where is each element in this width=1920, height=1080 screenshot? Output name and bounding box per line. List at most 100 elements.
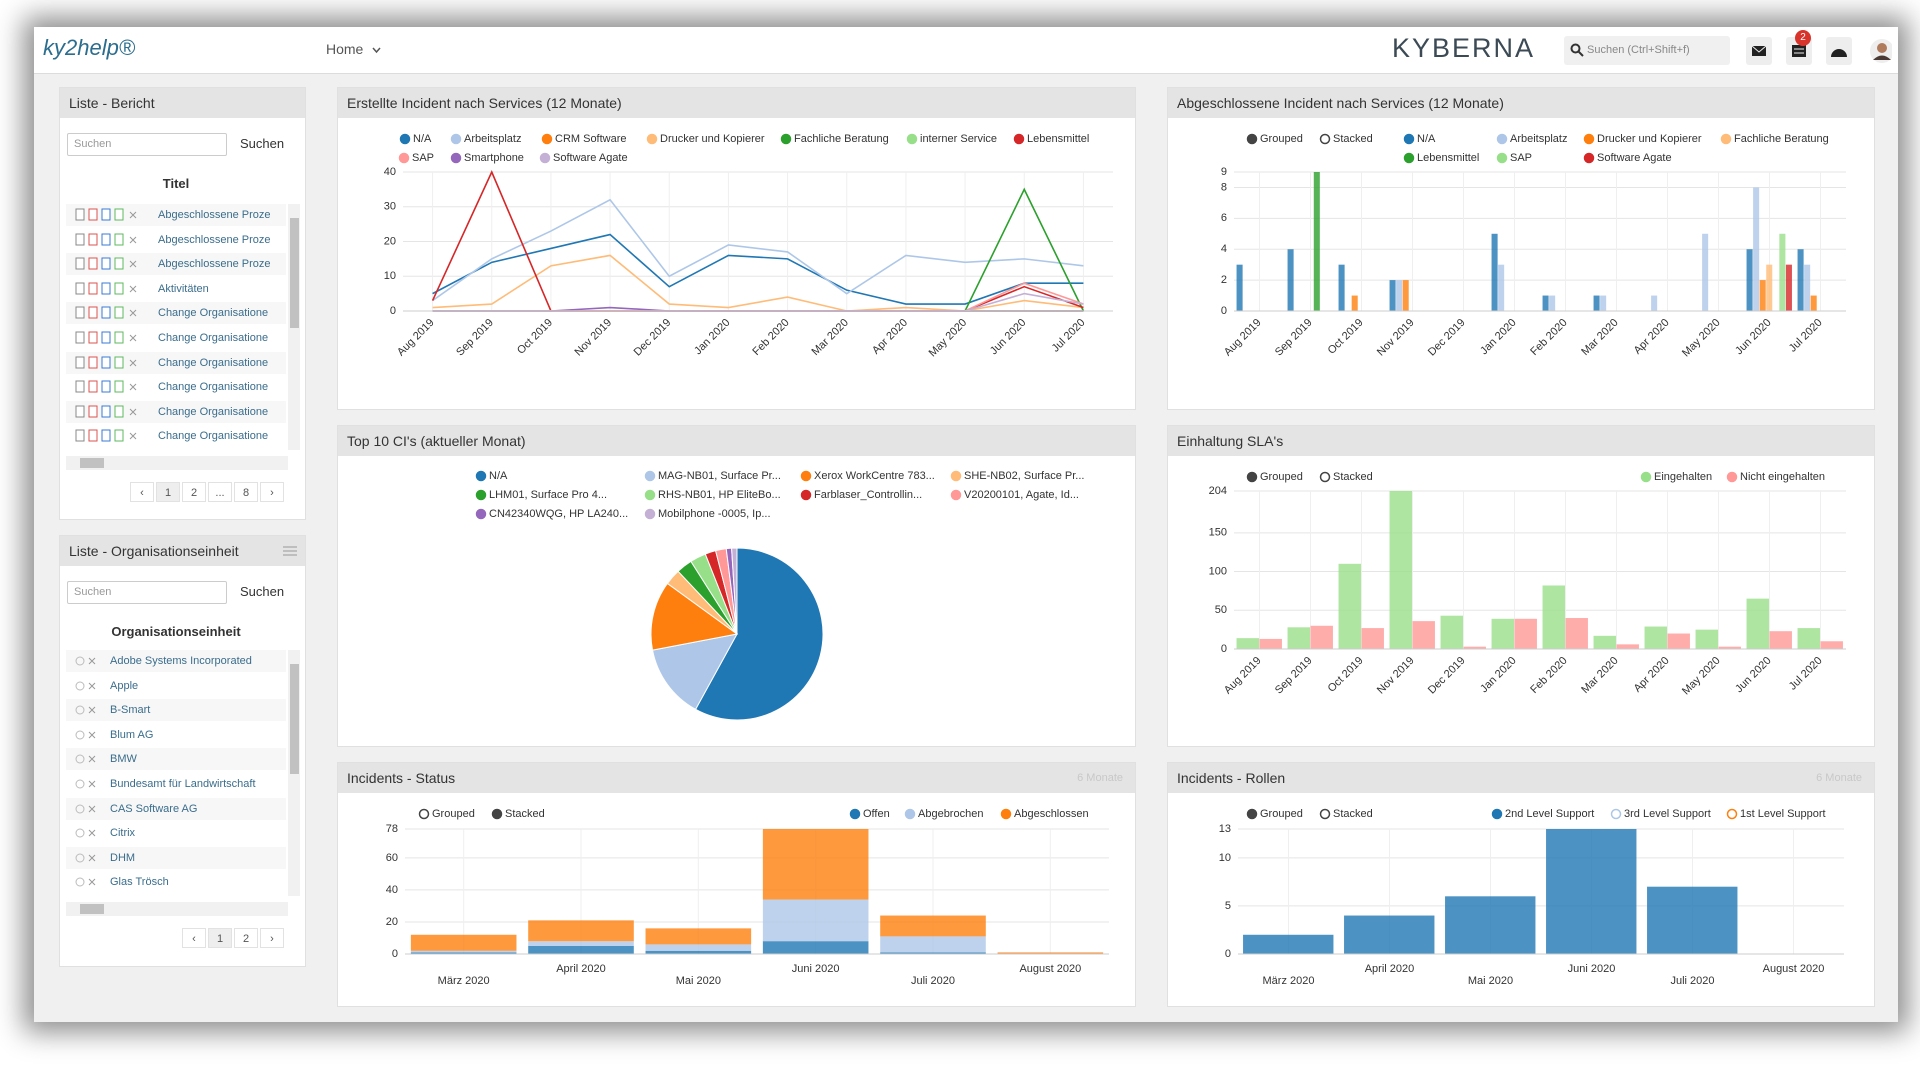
control-marker[interactable]: [1319, 133, 1331, 145]
bar-segment[interactable]: [645, 950, 752, 954]
search-box[interactable]: Suchen (Ctrl+Shift+f): [1564, 36, 1730, 65]
bar-segment[interactable]: [762, 829, 869, 900]
bar[interactable]: [1313, 172, 1320, 311]
legend-label[interactable]: 1st Level Support: [1740, 808, 1826, 820]
bar-segment[interactable]: [762, 941, 869, 954]
legend-marker[interactable]: [1403, 133, 1415, 145]
bar[interactable]: [1542, 585, 1565, 649]
bar[interactable]: [1491, 233, 1498, 311]
pagination-item[interactable]: 2: [182, 482, 206, 502]
legend-marker[interactable]: [906, 133, 918, 145]
pie-slice[interactable]: [694, 547, 824, 721]
legend-marker[interactable]: [1720, 133, 1732, 145]
bar[interactable]: [1779, 233, 1786, 311]
legend-marker[interactable]: [1610, 808, 1622, 820]
bar[interactable]: [1389, 491, 1412, 649]
legend-label[interactable]: Lebensmittel: [1417, 152, 1479, 164]
legend-marker[interactable]: [1583, 133, 1595, 145]
legend-marker[interactable]: [644, 489, 656, 501]
bar[interactable]: [1236, 264, 1243, 311]
legend-marker[interactable]: [1403, 152, 1415, 164]
legend-marker[interactable]: [541, 133, 553, 145]
pagination-item[interactable]: ...: [208, 482, 232, 502]
legend-marker[interactable]: [475, 508, 487, 520]
bar[interactable]: [1338, 563, 1361, 649]
bar[interactable]: [1546, 829, 1637, 954]
control-marker[interactable]: [1246, 808, 1258, 820]
bar-segment[interactable]: [645, 928, 752, 945]
legend-marker[interactable]: [849, 808, 861, 820]
legend-marker[interactable]: [800, 489, 812, 501]
legend-label[interactable]: Fachliche Beratung: [1734, 133, 1829, 145]
list-row[interactable]: Blum AG: [66, 723, 286, 746]
legend-marker[interactable]: [1000, 808, 1012, 820]
legend-label[interactable]: Mobilphone -0005, Ip...: [658, 508, 771, 520]
legend-marker[interactable]: [475, 470, 487, 482]
bar[interactable]: [1243, 934, 1334, 954]
legend-label[interactable]: Arbeitsplatz: [1510, 133, 1567, 145]
control-label[interactable]: Stacked: [1333, 133, 1373, 145]
bar[interactable]: [1667, 633, 1690, 649]
legend-label[interactable]: SAP: [412, 152, 434, 164]
legend-label[interactable]: 2nd Level Support: [1505, 808, 1594, 820]
pagination-item[interactable]: 8: [234, 482, 258, 502]
list-row[interactable]: DHM: [66, 846, 286, 869]
bar[interactable]: [1514, 618, 1537, 649]
bar[interactable]: [1361, 628, 1384, 649]
bar-segment[interactable]: [880, 936, 986, 953]
bar[interactable]: [1389, 280, 1396, 311]
legend-marker[interactable]: [1640, 471, 1652, 483]
bar[interactable]: [1718, 646, 1741, 649]
bar[interactable]: [1412, 621, 1435, 649]
legend-label[interactable]: Farblaser_Controllin...: [814, 489, 922, 501]
legend-label[interactable]: Arbeitsplatz: [464, 133, 521, 145]
control-label[interactable]: Stacked: [1333, 808, 1373, 820]
bar[interactable]: [1593, 635, 1616, 649]
pie-slice[interactable]: [650, 582, 739, 651]
bar[interactable]: [1616, 644, 1639, 649]
control-marker[interactable]: [1319, 808, 1331, 820]
pagination-item[interactable]: ‹: [130, 482, 154, 502]
list-row[interactable]: Apple: [66, 674, 286, 697]
bar[interactable]: [1463, 646, 1486, 649]
bar[interactable]: [1491, 618, 1514, 649]
logo[interactable]: ky2help®: [43, 35, 136, 60]
bar[interactable]: [1287, 249, 1294, 311]
bar[interactable]: [1769, 631, 1792, 649]
control-marker[interactable]: [1246, 471, 1258, 483]
legend-label[interactable]: 3rd Level Support: [1624, 808, 1711, 820]
pie-slice[interactable]: [731, 547, 738, 635]
legend-marker[interactable]: [539, 152, 551, 164]
search-input[interactable]: Suchen: [67, 133, 227, 156]
control-label[interactable]: Stacked: [1333, 471, 1373, 483]
bar[interactable]: [1810, 295, 1817, 311]
bar[interactable]: [1440, 615, 1463, 649]
bar[interactable]: [1804, 264, 1811, 311]
legend-marker[interactable]: [1726, 808, 1738, 820]
control-marker[interactable]: [1319, 471, 1331, 483]
legend-label[interactable]: Drucker und Kopierer: [660, 133, 765, 145]
bar-segment[interactable]: [410, 952, 517, 954]
legend-label[interactable]: Drucker und Kopierer: [1597, 133, 1702, 145]
legend-label[interactable]: Fachliche Beratung: [794, 133, 889, 145]
legend-label[interactable]: Lebensmittel: [1027, 133, 1089, 145]
list-row[interactable]: CAS Software AG: [66, 797, 286, 820]
bar-segment[interactable]: [762, 899, 869, 942]
search-button[interactable]: Suchen: [240, 584, 285, 599]
legend-marker[interactable]: [399, 133, 411, 145]
list-row[interactable]: BMW: [66, 748, 286, 771]
bar[interactable]: [1549, 295, 1556, 311]
legend-marker[interactable]: [1726, 471, 1738, 483]
bar[interactable]: [1542, 295, 1549, 311]
legend-marker[interactable]: [475, 489, 487, 501]
legend-marker[interactable]: [1496, 152, 1508, 164]
bar[interactable]: [1402, 280, 1409, 311]
list-row[interactable]: Bundesamt für Landwirtschaft: [66, 773, 286, 795]
legend-marker[interactable]: [904, 808, 916, 820]
bar[interactable]: [1287, 627, 1310, 649]
bar[interactable]: [1593, 295, 1600, 311]
legend-label[interactable]: Abgeschlossen: [1014, 808, 1089, 820]
legend-label[interactable]: Smartphone: [464, 152, 524, 164]
pagination-item[interactable]: ›: [260, 928, 284, 948]
bar[interactable]: [1651, 295, 1658, 311]
